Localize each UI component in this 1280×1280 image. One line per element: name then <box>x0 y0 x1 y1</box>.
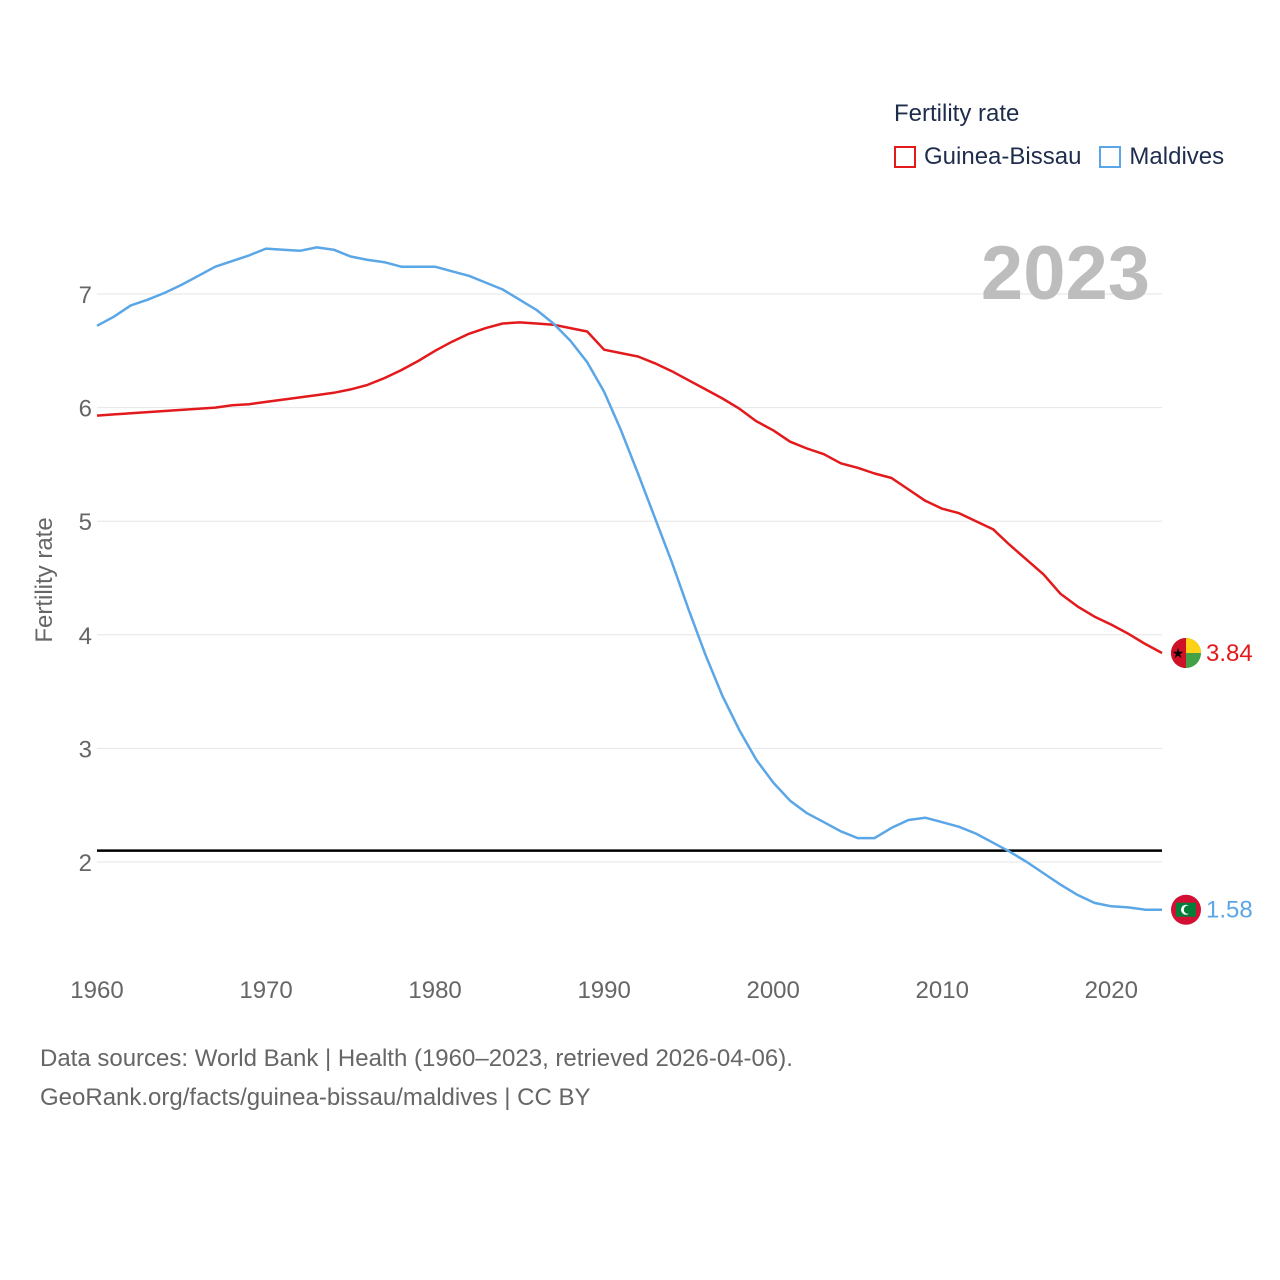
end-value-label-guinea-bissau: 3.84 <box>1206 640 1253 667</box>
flag-marker-guinea-bissau: ★ <box>1171 637 1201 668</box>
legend-label-guinea-bissau: Guinea-Bissau <box>924 143 1082 170</box>
x-tick-label: 1970 <box>239 977 292 1004</box>
flag-marker-maldives <box>1171 894 1201 925</box>
flag-star: ★ <box>1172 646 1185 662</box>
x-axis-ticks: 1960 1970 1980 1990 2000 2010 2020 <box>70 977 1138 1004</box>
attribution-line[interactable]: GeoRank.org/facts/guinea-bissau/maldives… <box>40 1084 591 1111</box>
y-tick-label: 2 <box>79 850 92 877</box>
flag-crescent-inner <box>1183 905 1193 914</box>
x-tick-label: 1980 <box>408 977 461 1004</box>
series-line-guinea-bissau <box>96 321 1163 655</box>
legend-item-maldives[interactable]: Maldives <box>1099 143 1224 171</box>
y-tick-label: 6 <box>79 396 92 423</box>
flag-red-band <box>1171 637 1186 668</box>
y-tick-label: 5 <box>79 509 92 536</box>
legend-swatch-maldives <box>1099 146 1122 168</box>
x-tick-label: 2010 <box>916 977 969 1004</box>
x-tick-label: 1960 <box>70 977 123 1004</box>
y-axis-label: Fertility rate <box>31 517 58 642</box>
end-markers: ★ 3.84 1.58 <box>1171 637 1253 925</box>
legend-item-guinea-bissau[interactable]: Guinea-Bissau <box>894 143 1081 171</box>
x-tick-label: 1990 <box>577 977 630 1004</box>
legend: Guinea-Bissau Maldives <box>894 143 1242 171</box>
end-value-label-maldives: 1.58 <box>1206 897 1253 924</box>
legend-title: Fertility rate <box>894 100 1020 127</box>
series-line-maldives <box>96 246 1162 911</box>
x-tick-label: 2020 <box>1085 977 1138 1004</box>
data-source-line: Data sources: World Bank | Health (1960–… <box>40 1045 793 1072</box>
current-year-label: 2023 <box>980 231 1150 316</box>
gridlines <box>97 293 1162 863</box>
y-tick-label: 4 <box>79 623 92 650</box>
flag-yellow <box>1186 637 1201 653</box>
legend-swatch-guinea-bissau <box>894 146 916 168</box>
data-series <box>96 246 1163 911</box>
y-axis-ticks: 2 3 4 5 6 7 <box>79 282 92 877</box>
legend-label-maldives: Maldives <box>1129 143 1225 170</box>
y-tick-label: 3 <box>79 736 92 763</box>
y-tick-label: 7 <box>79 282 92 309</box>
x-tick-label: 2000 <box>746 977 799 1004</box>
